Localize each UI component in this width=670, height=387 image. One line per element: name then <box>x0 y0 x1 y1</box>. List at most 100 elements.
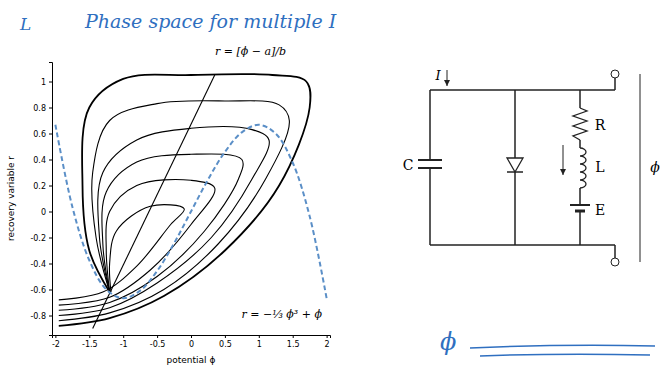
x-tick: 0 <box>189 335 194 349</box>
y-tick-mark <box>49 316 52 317</box>
x-tick-label: 1.5 <box>287 340 300 349</box>
y-tick: 0 <box>41 208 52 217</box>
x-tick-mark <box>225 335 226 338</box>
wire <box>579 90 581 108</box>
x-tick-mark <box>191 335 192 338</box>
arrow-head <box>560 169 566 175</box>
x-tick-label: 1 <box>257 340 262 349</box>
underline <box>470 345 655 356</box>
y-tick: 0.2 <box>33 182 52 191</box>
x-axis: -2 -1.5 -1 -0.5 0 0.5 1 1.5 2 <box>52 335 331 349</box>
y-tick-mark <box>49 264 52 265</box>
x-tick: 0.5 <box>219 335 232 349</box>
y-tick: 0.8 <box>33 104 52 113</box>
x-tick: 1.5 <box>287 335 300 349</box>
x-tick: -0.5 <box>150 335 166 349</box>
wire <box>418 159 442 161</box>
wire <box>514 172 516 245</box>
label-patch <box>240 307 325 322</box>
annotation: r = −⅓ ϕ³ + ϕ <box>242 308 323 321</box>
x-tick-mark <box>327 335 328 338</box>
resistor <box>573 108 587 140</box>
y-tick: -0.8 <box>30 312 52 321</box>
wire <box>579 188 581 205</box>
trajectory <box>59 74 311 326</box>
y-axis: -0.8-0.6-0.4-0.200.20.40.60.81 <box>30 63 52 336</box>
x-tick-label: -1 <box>120 340 128 349</box>
annotation: r = [ϕ − a]/b <box>215 45 286 58</box>
x-tick-mark <box>259 335 260 338</box>
y-tick-mark <box>49 160 52 161</box>
wire <box>430 89 615 91</box>
circuit-label: R <box>595 117 606 133</box>
circuit: I C R L Eϕ <box>403 68 661 266</box>
wire <box>640 74 641 262</box>
wire <box>614 78 616 90</box>
wire <box>579 211 581 245</box>
terminal <box>611 70 619 78</box>
x-tick-label: 0.5 <box>219 340 232 349</box>
nullcline-cubic <box>55 125 326 298</box>
x-axis-line <box>53 336 331 339</box>
y-tick-label: 0.2 <box>33 182 46 191</box>
arrow-head <box>444 80 450 86</box>
circuit-label: ϕ <box>650 159 660 175</box>
wire <box>579 140 581 148</box>
trajectory <box>59 101 290 321</box>
y-tick-label: -0.2 <box>30 234 46 243</box>
wire <box>429 90 431 160</box>
x-tick-mark <box>55 335 56 338</box>
x-tick-mark <box>123 335 124 338</box>
x-tick: -1 <box>120 335 128 349</box>
x-tick-label: -2 <box>52 340 60 349</box>
x-tick-mark <box>89 335 90 338</box>
wire <box>507 171 523 173</box>
y-tick-mark <box>49 82 52 83</box>
title: Phase space for multiple I <box>84 10 337 32</box>
wire <box>570 204 590 206</box>
trajectory <box>59 127 270 316</box>
x-tick-label: 2 <box>325 340 330 349</box>
y-tick-mark <box>49 212 52 213</box>
inductor <box>580 148 586 188</box>
note: ϕ <box>440 328 456 356</box>
x-tick: 1 <box>257 335 262 349</box>
circuit-label: C <box>403 157 414 173</box>
circuit-label: L <box>595 159 604 175</box>
y-tick: -0.2 <box>30 234 52 243</box>
wire <box>614 245 616 258</box>
diode <box>507 158 523 172</box>
x-tick-label: -0.5 <box>150 340 166 349</box>
wire <box>430 244 615 246</box>
y-tick-label: 0.8 <box>33 104 46 113</box>
annotation: L <box>19 14 31 34</box>
wire <box>514 90 516 158</box>
circuit-label: E <box>595 202 605 218</box>
wire <box>418 167 442 169</box>
y-axis-title: recovery variable r <box>6 156 16 241</box>
y-tick: 0.4 <box>33 156 52 165</box>
y-tick: -0.4 <box>30 260 52 269</box>
y-tick-mark <box>49 108 52 109</box>
trajectory <box>59 205 185 300</box>
y-tick-label: 0.4 <box>33 156 46 165</box>
x-tick: 2 <box>325 335 330 349</box>
x-tick: -1.5 <box>82 335 98 349</box>
circuit-label: I <box>434 68 441 83</box>
trajectory <box>59 154 243 310</box>
y-tick-mark <box>49 134 52 135</box>
x-tick-mark <box>293 335 294 338</box>
canvas: Phase space for multiple I L -2 -1.5 -1 -0.5 0… <box>0 0 670 387</box>
y-tick-mark <box>49 290 52 291</box>
y-tick-mark <box>49 238 52 239</box>
y-tick-label: -0.4 <box>30 260 46 269</box>
label-patch <box>213 44 288 59</box>
y-tick-label: 0 <box>41 208 46 217</box>
x-tick: -2 <box>52 335 60 349</box>
x-tick-label: 0 <box>189 340 194 349</box>
y-tick: 0.6 <box>33 130 52 139</box>
y-axis-line <box>49 63 53 336</box>
x-tick-label: -1.5 <box>82 340 98 349</box>
plot-area <box>55 74 326 329</box>
terminal <box>611 258 619 266</box>
